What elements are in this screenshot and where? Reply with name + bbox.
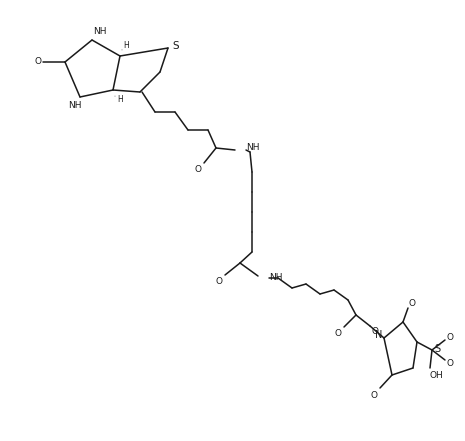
Text: O: O <box>334 329 341 339</box>
Text: O: O <box>371 390 378 400</box>
Text: O: O <box>408 299 416 309</box>
Text: NH: NH <box>93 27 106 37</box>
Text: H: H <box>123 41 129 49</box>
Text: NH: NH <box>246 143 259 153</box>
Text: OH: OH <box>429 371 443 381</box>
Text: NH: NH <box>269 273 283 283</box>
Text: O: O <box>215 277 222 287</box>
Text: O: O <box>34 57 41 67</box>
Text: O: O <box>446 333 453 341</box>
Text: S: S <box>173 41 179 51</box>
Text: O: O <box>372 328 379 336</box>
Text: NH: NH <box>68 101 81 109</box>
Text: S: S <box>434 344 440 354</box>
Text: N: N <box>375 330 383 340</box>
Text: O: O <box>446 359 453 367</box>
Text: O: O <box>194 165 201 175</box>
Text: H: H <box>117 96 123 105</box>
